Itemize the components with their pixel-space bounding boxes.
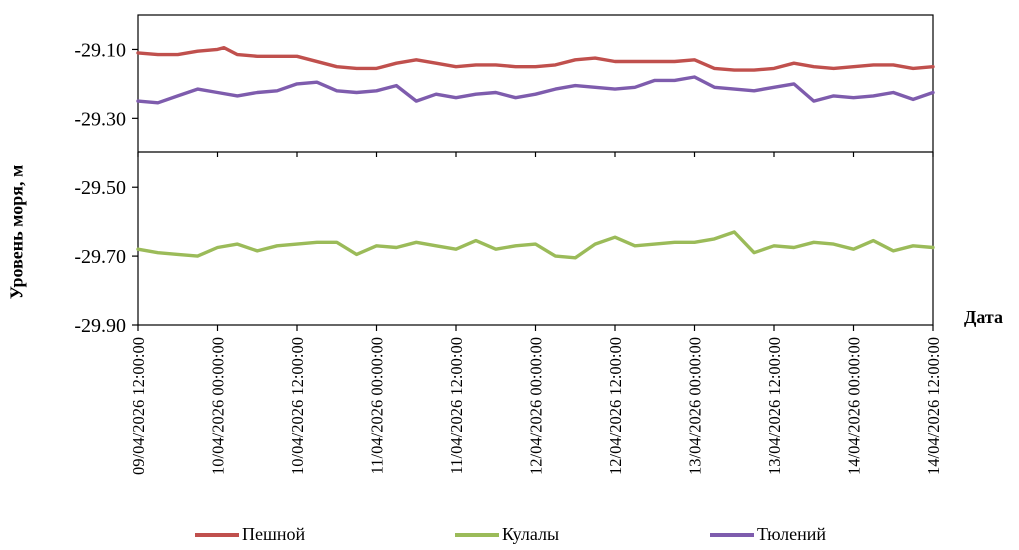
y-axis-label: Уровень моря, м [6,164,27,300]
y-tick-label: -29.70 [74,246,126,268]
legend-item-tyuleniy: Тюлений [710,524,826,545]
series-line-Пешной [136,46,935,72]
x-tick-label: 14/04/2026 00:00:00 [845,337,864,475]
y-tick-label: -29.30 [74,108,126,130]
series-line-Тюлений [136,75,935,105]
divider-ticks [137,152,934,157]
legend-label-tyuleniy: Тюлений [757,524,826,544]
x-tick-label: 11/04/2026 00:00:00 [368,337,387,474]
x-tick-label: 10/04/2026 12:00:00 [288,337,307,475]
x-axis: 09/04/2026 12:00:00 10/04/2026 00:00:00 10… [129,325,943,475]
x-tick-label: 14/04/2026 12:00:00 [924,337,943,475]
x-axis-label: Дата [964,307,1003,327]
y-tick-label: -29.90 [74,315,126,337]
y-tick-label: -29.50 [74,177,126,199]
plot-frame [137,14,934,326]
x-tick-label: 13/04/2026 12:00:00 [765,337,784,475]
legend-label-kulaly: Кулалы [502,524,560,544]
legend-label-peshnoy: Пешной [242,524,306,544]
legend-item-kulaly: Кулалы [455,524,559,545]
legend: Пешной Кулалы Тюлений [0,524,1019,548]
x-tick-label: 09/04/2026 12:00:00 [129,337,148,475]
x-tick-label: 11/04/2026 12:00:00 [447,337,466,474]
chart-area: -29.90 -29.70 -29.50 -29.30 -29.10 09/04/202… [74,14,943,475]
legend-swatch-kulaly [455,532,499,537]
legend-swatch-peshnoy [195,532,239,537]
legend-item-peshnoy: Пешной [195,524,305,545]
x-tick-label: 13/04/2026 00:00:00 [686,337,705,475]
y-tick-label: -29.10 [74,39,126,61]
x-tick-label: 12/04/2026 12:00:00 [606,337,625,475]
legend-swatch-tyuleniy [710,532,754,537]
series-line-Кулалы [136,230,935,260]
series-lines [136,46,935,260]
x-tick-label: 12/04/2026 00:00:00 [527,337,546,475]
y-axis: -29.90 -29.70 -29.50 -29.30 -29.10 [74,39,138,337]
x-tick-label: 10/04/2026 00:00:00 [209,337,228,475]
